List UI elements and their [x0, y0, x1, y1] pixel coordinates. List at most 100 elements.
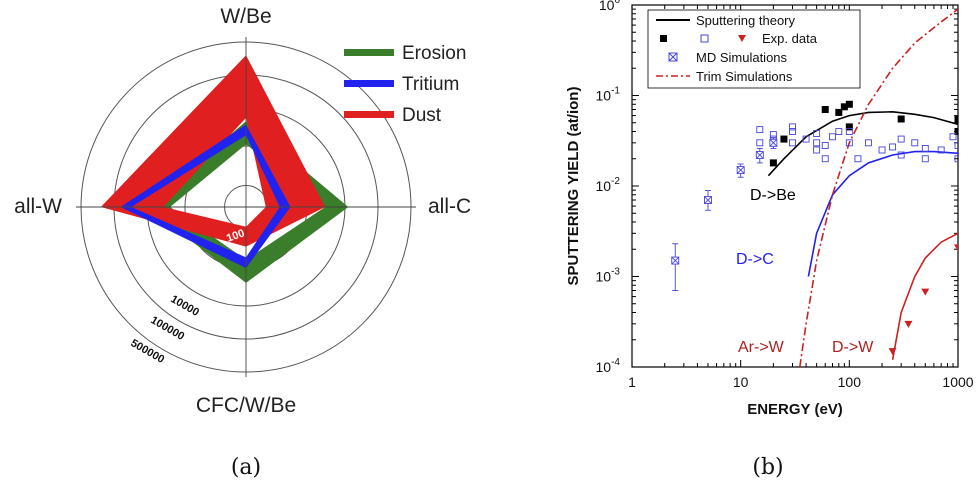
data-point-c-exp-: [878, 146, 886, 154]
ring-label-1000: 1000: [190, 256, 217, 277]
data-point-c-exp-: [789, 128, 796, 135]
data-point-be-exp-: [769, 159, 777, 167]
data-point-be-exp-: [954, 128, 958, 136]
legend-box: [647, 9, 861, 89]
series-line-d-be-theory: [767, 110, 958, 177]
y-tick-labels: 10-4 10-3 10-2 10-1 100: [596, 0, 621, 375]
x-tick-label: 10: [733, 374, 749, 390]
data-point-be-exp-: [845, 100, 853, 108]
annotation-d-c: D->C: [736, 251, 774, 268]
legend-label-dust: Dust: [402, 105, 442, 126]
data-point-c-exp-: [854, 155, 862, 163]
legend-marker-w: [738, 35, 746, 42]
data-point-be-exp-: [840, 103, 848, 111]
data-point-md-cross: [769, 139, 778, 147]
data-point-c-exp-: [835, 128, 843, 135]
y-tick-label: 10-1: [596, 86, 621, 104]
radar-series-polygons: [100, 55, 349, 283]
legend-swatch-tritium: [344, 80, 394, 87]
legend-marker-be: [660, 35, 667, 42]
data-point-be-exp-: [821, 106, 829, 114]
data-point-c-exp-: [813, 146, 821, 154]
radar-legend: Erosion Tritium Dust: [344, 43, 466, 126]
ring-label-500000: 500000: [129, 337, 167, 366]
data-point-c-exp-: [813, 139, 821, 147]
data-point-c-exp-: [897, 135, 905, 143]
radar-axis-lines: [76, 37, 416, 377]
plot-series: [671, 8, 958, 367]
data-point-c-exp-: [949, 133, 957, 141]
data-point-c-exp-: [756, 126, 764, 134]
y-tick-label: 10-3: [596, 267, 621, 285]
legend-label-md: MD Simulations: [696, 50, 788, 65]
legend-label-tritium: Tritium: [402, 74, 459, 95]
data-point-c-exp-: [845, 139, 853, 147]
ring-label-100: 100: [225, 227, 246, 245]
data-point-c-exp-: [911, 139, 919, 147]
data-point-c-exp-: [937, 146, 945, 154]
annotation-ar-w: Ar->W: [738, 339, 785, 356]
data-point-c-exp-: [954, 142, 958, 149]
data-point-c-exp-: [865, 139, 872, 147]
plot-annotations: D->Be D->C Ar->W D->W: [736, 187, 874, 356]
radar-series-tritium: [120, 124, 291, 269]
x-tick-label: 1: [628, 374, 636, 390]
data-point-be-exp-: [897, 115, 905, 123]
data-point-be-exp-: [780, 135, 788, 143]
radar-axis-label-left: all-W: [14, 195, 62, 218]
data-point-c-exp-: [845, 128, 853, 135]
data-point-c-exp-: [921, 155, 929, 163]
data-point-c-exp-: [789, 139, 796, 147]
data-point-be-exp-: [835, 108, 843, 116]
axis-ticks: [631, 5, 958, 368]
caption-a: (a): [231, 455, 261, 480]
data-point-c-exp-: [954, 155, 958, 163]
data-point-c-exp-: [921, 144, 929, 152]
caption-b: (b): [752, 455, 783, 480]
legend-label-theory: Sputtering theory: [696, 13, 796, 28]
x-axis-title: ENERGY (eV): [747, 401, 843, 418]
legend-swatch-erosion: [344, 49, 394, 56]
data-point-c-exp-: [789, 123, 796, 131]
data-point-md-cross: [671, 256, 680, 265]
data-point-c-exp-: [756, 139, 764, 147]
legend-marker-c: [700, 34, 709, 43]
data-point-c-exp-: [821, 155, 829, 163]
ring-label-100000: 100000: [149, 314, 187, 343]
radar-axis-label-right: all-C: [428, 195, 471, 218]
data-point-be-exp-: [845, 123, 853, 131]
annotation-d-be: D->Be: [750, 187, 796, 204]
legend-marker-md: [668, 52, 678, 62]
data-point-c-exp-: [802, 135, 810, 143]
data-point-md-cross: [736, 166, 745, 174]
y-tick-label: 10-4: [596, 357, 621, 375]
x-tick-label: 1000: [942, 374, 973, 390]
legend-label-trim: Trim Simulations: [696, 69, 793, 84]
data-point-w-exp-: [888, 348, 897, 356]
sputtering-chart: 1 10 100 1000 10-4 10-3 10-2 10-1 100 ENERGY (e…: [565, 0, 974, 418]
data-point-be-exp-: [954, 115, 958, 123]
data-point-c-exp-: [821, 142, 829, 149]
radar-axis-label-top: W/Be: [220, 5, 271, 28]
series-line-d-c-theory: [807, 150, 958, 277]
y-tick-label: 10-2: [596, 176, 621, 194]
data-point-c-exp-: [829, 133, 836, 141]
legend-label-erosion: Erosion: [402, 43, 466, 64]
plot-series-group: [671, 8, 958, 367]
series-line-ar-w-trim: [799, 8, 958, 367]
data-point-w-exp-: [954, 244, 958, 252]
radar-axis-label-bottom: CFC/W/Be: [196, 394, 296, 417]
data-point-c-exp-: [897, 151, 905, 159]
legend-swatch-dust: [344, 111, 394, 118]
y-axis-title: SPUTTERING YIELD (at/ion): [565, 87, 582, 286]
data-point-c-exp-: [769, 131, 777, 139]
data-point-c-exp-: [889, 143, 897, 151]
y-tick-label: 100: [599, 0, 621, 13]
ring-label-10000: 10000: [169, 293, 201, 319]
data-point-md-cross: [704, 196, 712, 204]
radar-chart: W/Be all-C CFC/W/Be all-W 100 1000 10000…: [14, 5, 471, 417]
annotation-d-w: D->W: [832, 339, 874, 356]
data-point-w-exp-: [904, 320, 913, 328]
data-point-md-cross: [755, 151, 764, 159]
